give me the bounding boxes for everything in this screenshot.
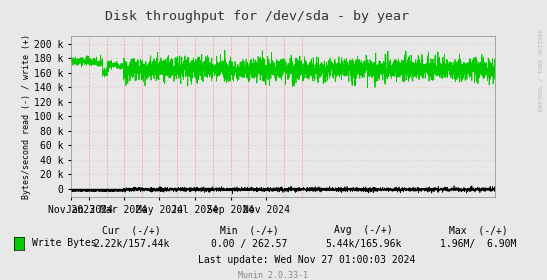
- Text: Write Bytes: Write Bytes: [32, 238, 96, 248]
- Text: Last update: Wed Nov 27 01:00:03 2024: Last update: Wed Nov 27 01:00:03 2024: [197, 255, 415, 265]
- Y-axis label: Bytes/second read (-) / write (+): Bytes/second read (-) / write (+): [22, 34, 31, 199]
- Text: Cur  (-/+): Cur (-/+): [102, 225, 161, 235]
- Text: Min  (-/+): Min (-/+): [219, 225, 278, 235]
- Text: Max  (-/+): Max (-/+): [449, 225, 508, 235]
- Text: Disk throughput for /dev/sda - by year: Disk throughput for /dev/sda - by year: [105, 10, 409, 23]
- Text: RRDTOOL / TOBI OETIKER: RRDTOOL / TOBI OETIKER: [538, 29, 543, 111]
- Text: Avg  (-/+): Avg (-/+): [334, 225, 393, 235]
- Text: Munin 2.0.33-1: Munin 2.0.33-1: [238, 271, 309, 280]
- Text: 0.00 / 262.57: 0.00 / 262.57: [211, 239, 287, 249]
- Text: 1.96M/  6.90M: 1.96M/ 6.90M: [440, 239, 517, 249]
- Text: 5.44k/165.96k: 5.44k/165.96k: [325, 239, 402, 249]
- Text: 2.22k/157.44k: 2.22k/157.44k: [93, 239, 170, 249]
